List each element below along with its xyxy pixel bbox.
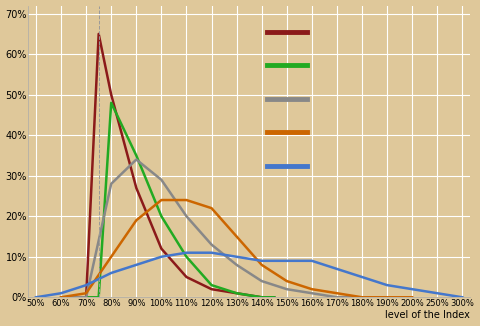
X-axis label: level of the Index: level of the Index <box>384 310 469 320</box>
